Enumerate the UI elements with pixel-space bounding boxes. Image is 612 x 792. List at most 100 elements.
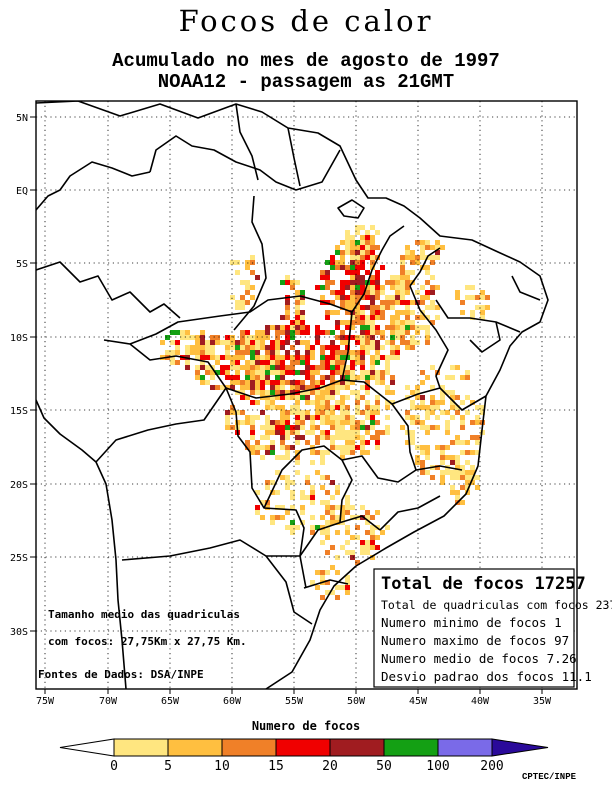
fire-cell xyxy=(275,345,280,350)
fire-cell xyxy=(340,405,345,410)
fire-cell xyxy=(405,415,410,420)
fire-cell xyxy=(390,275,395,280)
fire-cell xyxy=(425,410,430,415)
legend-swatch-2 xyxy=(167,738,223,757)
fire-cell xyxy=(260,390,265,395)
fire-cell xyxy=(320,405,325,410)
fire-cell xyxy=(335,420,340,425)
marajo-island xyxy=(337,199,365,219)
fire-cell xyxy=(250,255,255,260)
fire-cell xyxy=(440,455,445,460)
fire-cell xyxy=(290,360,295,365)
fire-cell xyxy=(450,440,455,445)
fire-cell xyxy=(370,300,375,305)
fire-cell xyxy=(440,410,445,415)
fire-cell xyxy=(250,425,255,430)
fire-cell xyxy=(280,435,285,440)
fire-cell xyxy=(335,265,340,270)
fire-cell xyxy=(405,270,410,275)
fire-cell xyxy=(255,450,260,455)
fire-cell xyxy=(405,440,410,445)
fire-cell xyxy=(440,460,445,465)
fire-cell xyxy=(385,280,390,285)
fire-cell xyxy=(285,410,290,415)
fire-cell xyxy=(280,355,285,360)
fire-cell xyxy=(400,260,405,265)
fire-cell xyxy=(305,325,310,330)
fire-cell xyxy=(240,380,245,385)
fire-cell xyxy=(275,350,280,355)
fire-cell xyxy=(310,460,315,465)
legend-swatch-1 xyxy=(113,738,169,757)
fire-cell xyxy=(335,505,340,510)
fire-cell xyxy=(255,275,260,280)
fire-cell xyxy=(305,400,310,405)
fire-cell xyxy=(245,335,250,340)
fire-cell xyxy=(355,420,360,425)
fire-cell xyxy=(375,280,380,285)
fire-cell xyxy=(350,265,355,270)
fire-cell xyxy=(425,295,430,300)
fire-cell xyxy=(345,265,350,270)
state-border-pernambuco xyxy=(469,321,501,353)
fire-cell xyxy=(265,450,270,455)
fire-cell xyxy=(425,445,430,450)
legend-tick-label: 100 xyxy=(426,759,449,774)
fire-cell xyxy=(370,540,375,545)
fire-cell xyxy=(320,285,325,290)
fire-cell xyxy=(245,420,250,425)
fire-cell xyxy=(395,300,400,305)
fire-cell xyxy=(370,515,375,520)
fire-cell xyxy=(295,400,300,405)
fire-cell xyxy=(285,430,290,435)
fire-cell xyxy=(275,490,280,495)
fire-cell xyxy=(355,225,360,230)
fire-cell xyxy=(420,445,425,450)
fire-cell xyxy=(310,420,315,425)
fire-cell xyxy=(340,365,345,370)
legend-swatch-3 xyxy=(221,738,277,757)
fire-cell xyxy=(450,475,455,480)
fire-cell xyxy=(360,385,365,390)
fire-cell xyxy=(370,295,375,300)
fire-cell xyxy=(390,355,395,360)
fire-cell xyxy=(320,570,325,575)
fire-cell xyxy=(265,395,270,400)
fire-cell xyxy=(355,375,360,380)
fire-cell xyxy=(360,440,365,445)
fire-cell xyxy=(325,310,330,315)
fire-cell xyxy=(370,335,375,340)
fire-cell xyxy=(350,375,355,380)
fire-cell xyxy=(190,335,195,340)
fire-cell xyxy=(365,235,370,240)
fire-cell xyxy=(420,285,425,290)
boundaries xyxy=(36,101,549,689)
fire-cell xyxy=(230,385,235,390)
fire-cell xyxy=(240,420,245,425)
fire-cell xyxy=(320,530,325,535)
fire-cell xyxy=(365,345,370,350)
fire-cell xyxy=(200,330,205,335)
fire-cell xyxy=(300,510,305,515)
fire-cell xyxy=(260,410,265,415)
fire-cell xyxy=(355,400,360,405)
fire-cell xyxy=(465,450,470,455)
fire-cell xyxy=(315,585,320,590)
fire-cell xyxy=(420,240,425,245)
state-border-sao-paulo xyxy=(379,495,441,531)
fire-cell xyxy=(205,345,210,350)
fire-cell xyxy=(460,440,465,445)
fire-cell xyxy=(330,360,335,365)
fire-cell xyxy=(420,245,425,250)
fire-cell xyxy=(425,450,430,455)
fire-cell xyxy=(365,550,370,555)
fire-cell xyxy=(255,370,260,375)
fire-cell xyxy=(310,375,315,380)
fire-cell xyxy=(470,295,475,300)
fire-cell xyxy=(285,330,290,335)
fire-cell xyxy=(435,405,440,410)
color-legend: 0 5 10 15 20 50 100 200 xyxy=(59,738,549,774)
fire-cell xyxy=(305,415,310,420)
fire-cell xyxy=(350,515,355,520)
fire-cell xyxy=(370,255,375,260)
